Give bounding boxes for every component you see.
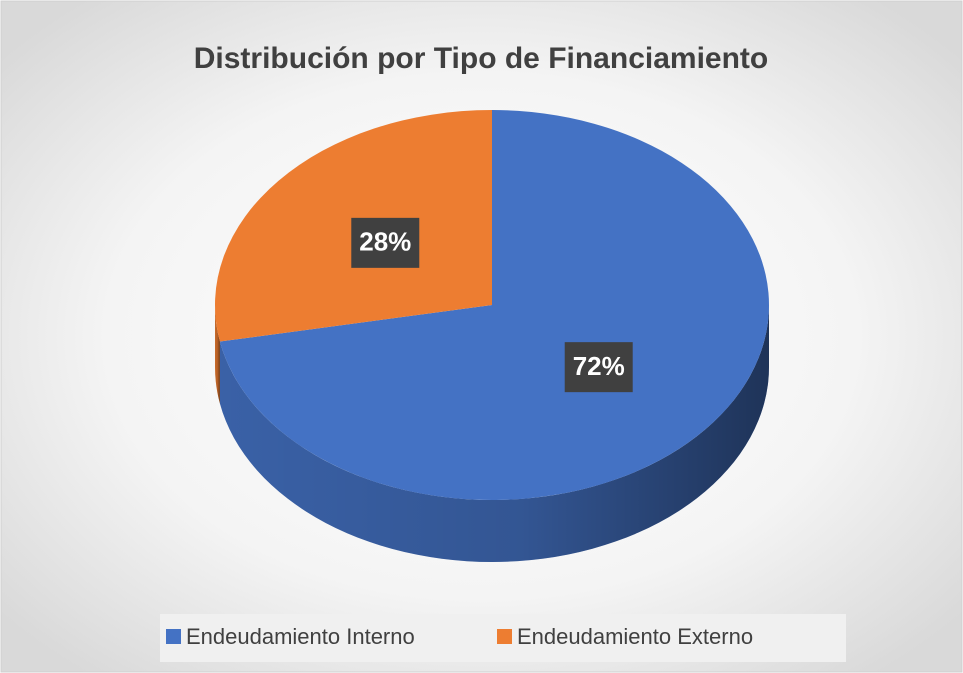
- legend-swatch: [166, 629, 181, 644]
- data-label: 28%: [359, 227, 411, 257]
- legend-swatch: [497, 629, 512, 644]
- slice-side-shade: [219, 305, 769, 563]
- data-label: 72%: [573, 351, 625, 381]
- slice-side-shade: [215, 305, 220, 404]
- chart-title: Distribución por Tipo de Financiamiento: [194, 42, 768, 75]
- legend-items: Endeudamiento Interno Endeudamiento Exter…: [166, 624, 753, 649]
- legend-label: Endeudamiento Interno: [186, 624, 415, 649]
- data-label-box: [351, 217, 420, 268]
- legend-label: Endeudamiento Externo: [517, 624, 753, 649]
- pie: 72% 28%: [214, 110, 769, 563]
- data-label-box: [564, 342, 633, 393]
- slice: [219, 110, 769, 500]
